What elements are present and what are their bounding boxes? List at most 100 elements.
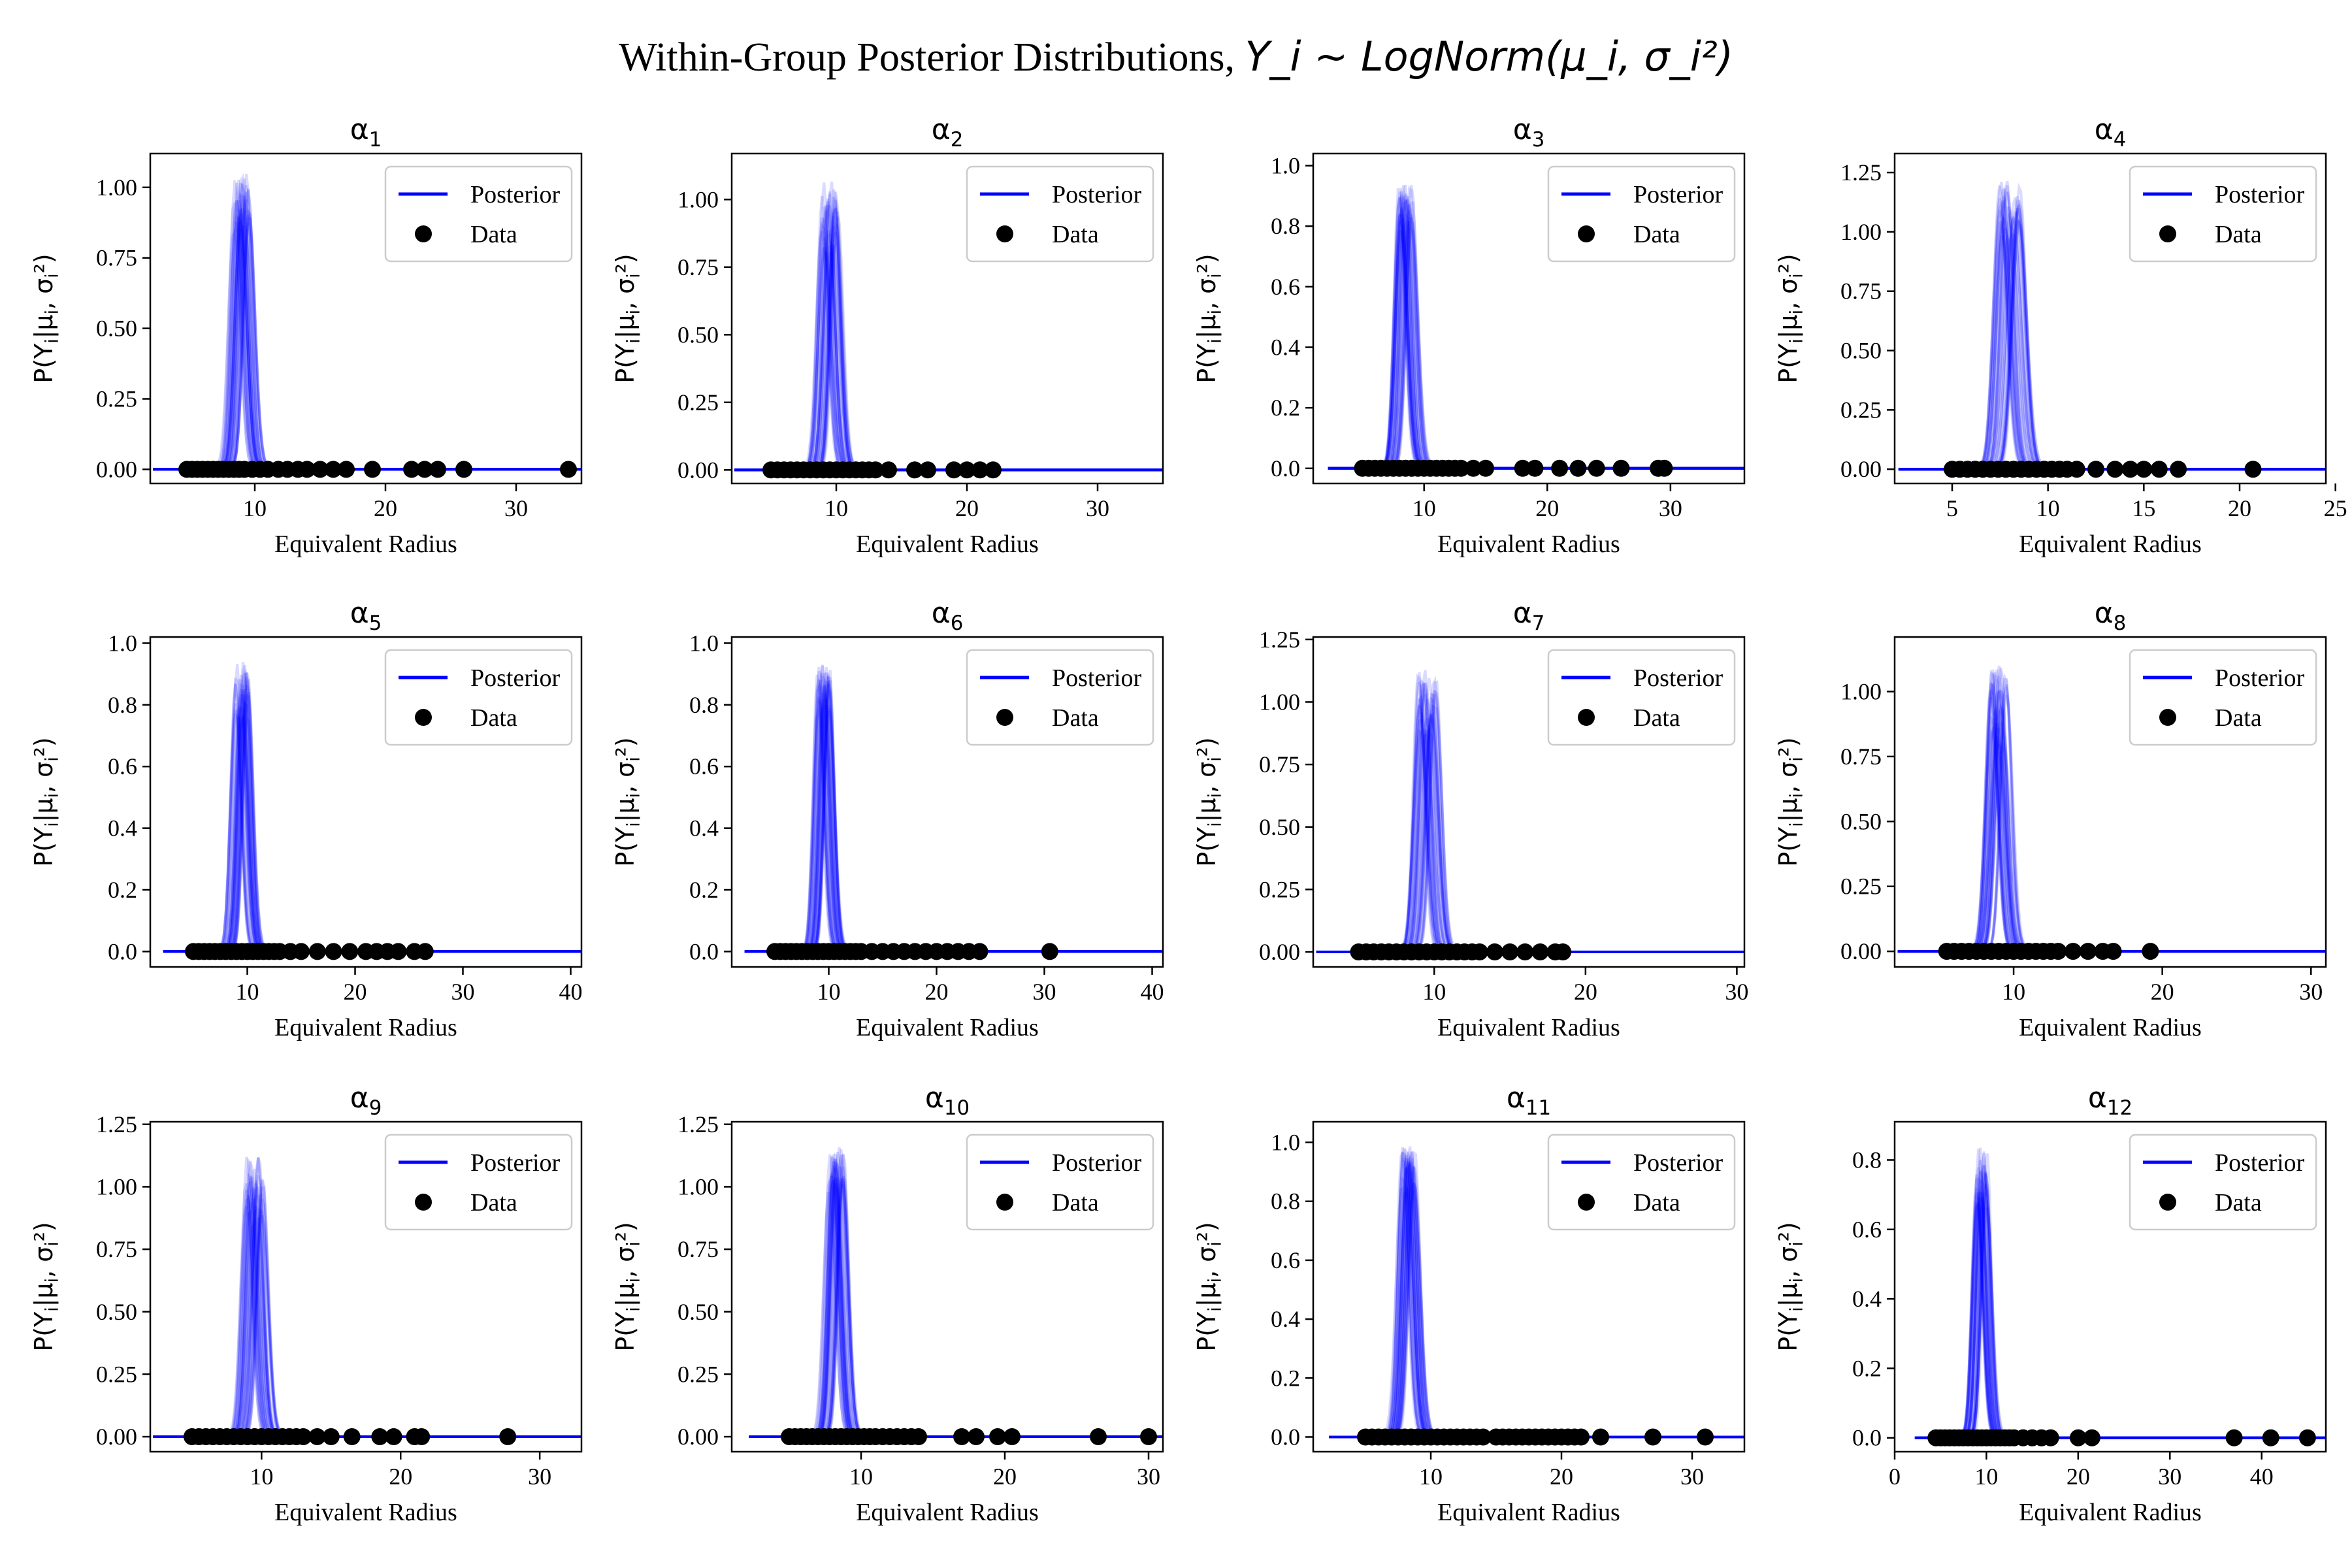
data-point [364,461,381,478]
y-tick-label: 1.00 [1259,689,1300,715]
legend-box [1547,649,1736,746]
y-tick-label: 0.75 [96,245,137,271]
legend-dot-marker [996,225,1013,242]
x-tick-label: 40 [2250,1463,2274,1490]
data-point [1471,943,1488,960]
y-tick-label: 0.2 [1271,1365,1300,1391]
x-tick-label: 20 [2066,1463,2090,1490]
subplot-title: α3 [1513,113,1545,152]
posterior-curve [1914,1192,2326,1439]
posterior-curve [1914,1188,2326,1439]
y-tick-label: 1.25 [1840,159,1882,186]
y-axis-label: P(Yi|μi, σi²) [1774,737,1806,866]
posterior-curve [1914,1151,2326,1439]
data-points [1927,1429,2316,1446]
y-tick-label: 0.75 [1840,743,1882,770]
legend-box [2129,1134,2317,1231]
y-tick-label: 0.6 [1271,274,1300,300]
legend-dot-marker [415,709,432,726]
data-point [2150,461,2168,478]
posterior-curve [1914,1197,2326,1439]
figure-title-text: Within-Group Posterior Distributions, [619,35,1245,80]
y-tick-label: 1.00 [1840,219,1882,245]
subplot-3: 10 20 30 0.0 0.2 0.4 0.6 0.8 1.0 α3 Equivalent Rad… [1192,113,1746,558]
legend-label-posterior: Posterior [470,1149,561,1177]
data-point [1697,1428,1714,1446]
posterior-curve [1914,1190,2326,1439]
subplot-9: 10 20 30 0.00 0.25 0.50 0.75 1.00 1.25 α9 Equivale… [29,1081,583,1526]
subplot-title: α7 [1513,596,1545,635]
legend-dot-marker [415,1194,432,1211]
y-tick-label: 0.25 [678,389,719,416]
legend-dot-marker [996,709,1013,726]
y-axis-label: P(Yi|μi, σi²) [611,1222,644,1351]
posterior-curve [1914,1173,2326,1439]
legend: Posterior Data [1547,1134,1736,1231]
data-point [2068,461,2085,478]
data-point [1554,943,1572,960]
posterior-curve [1914,1192,2326,1439]
legend-label-posterior: Posterior [470,181,561,208]
data-point [968,1428,985,1445]
data-point [413,1428,431,1445]
data-points [1938,943,2159,960]
data-point [338,461,355,478]
data-point [1004,1428,1021,1445]
legend: Posterior Data [1547,649,1736,746]
posterior-curve [1914,1178,2326,1439]
legend-label-data: Data [2215,221,2262,248]
x-tick-label: 10 [1413,495,1436,521]
posterior-curve [1914,1201,2326,1439]
data-point [560,461,577,478]
data-point [972,461,988,479]
subplot-title: α1 [350,113,382,152]
x-tick-label: 30 [451,979,475,1005]
data-point [2050,943,2067,960]
subplot-11: 10 20 30 0.0 0.2 0.4 0.6 0.8 1.0 α11 Equivalent Ra… [1192,1081,1746,1526]
legend: Posterior Data [966,165,1154,263]
legend-box [2129,649,2317,746]
data-point [1465,459,1482,477]
legend-box [2129,165,2317,263]
posterior-curve [1914,1201,2326,1439]
legend-label-data: Data [470,1189,517,1217]
x-axis-label: Equivalent Radius [274,531,457,558]
legend: Posterior Data [2129,649,2317,746]
data-points [1350,943,1572,960]
y-tick-label: 0.0 [1271,455,1300,482]
legend-label-data: Data [1633,1189,1680,1217]
posterior-curve [1914,1191,2326,1439]
posterior-curve [1914,1203,2326,1439]
data-point [1526,459,1544,477]
subplot-4: 5 10 15 20 25 0.00 0.25 0.50 0.75 1.00 1.25 α4 Equiv… [1774,113,2347,558]
legend-label-posterior: Posterior [1052,181,1142,208]
posterior-curve [1914,1184,2326,1439]
data-point [1551,459,1569,477]
y-tick-label: 0.75 [678,254,719,280]
legend-dot-marker [1578,709,1595,726]
posterior-curve [1914,1206,2326,1439]
x-tick-label: 30 [2299,979,2323,1005]
data-point [958,461,975,479]
y-axis-label: P(Yi|μi, σi²) [29,1222,62,1351]
x-tick-label: 20 [344,979,367,1005]
y-tick-label: 0.4 [1271,1306,1300,1332]
y-axis-label: P(Yi|μi, σi²) [1192,1222,1225,1351]
y-tick-label: 0.4 [108,815,137,841]
legend-label-data: Data [2215,1189,2262,1217]
data-point [953,1428,970,1445]
x-axis-label: Equivalent Radius [1437,1499,1620,1526]
x-tick-label: 40 [1141,979,1164,1005]
legend-dot-marker [2159,225,2176,242]
x-tick-label: 30 [1725,979,1748,1005]
posterior-curve [1914,1198,2326,1439]
data-point [389,943,407,960]
y-tick-label: 0.25 [1840,397,1882,423]
posterior-curve [1914,1149,2326,1439]
y-tick-label: 0.8 [108,692,137,718]
x-tick-label: 10 [1419,1463,1443,1490]
y-tick-label: 1.0 [1271,1130,1300,1156]
y-tick-label: 1.0 [1271,153,1300,179]
figure-title: Within-Group Posterior Distributions, Y_… [619,33,1733,80]
